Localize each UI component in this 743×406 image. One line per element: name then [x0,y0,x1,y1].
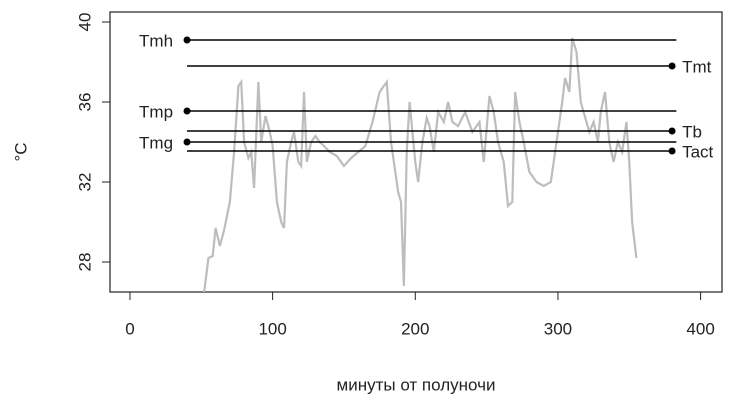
reference-dot [183,36,191,44]
x-tick-label: 400 [686,319,714,338]
x-axis-label: минуты от полуночи [337,375,496,394]
x-tick-label: 100 [258,319,286,338]
reference-label: Tact [682,142,713,161]
x-tick-label: 200 [401,319,429,338]
reference-dot [668,62,676,70]
reference-label: Tmh [139,31,173,50]
reference-dot [668,127,676,135]
reference-label: Tmp [139,102,173,121]
reference-label: Tmg [139,133,173,152]
reference-label: Tb [682,122,702,141]
y-tick-label: 28 [75,253,94,272]
reference-dot [183,138,191,146]
y-tick-label: 32 [75,173,94,192]
reference-dot [668,147,676,155]
y-tick-label: 40 [75,13,94,32]
temperature-line [203,37,638,293]
reference-label: Tmt [682,57,712,76]
plot-box [109,11,723,293]
x-tick-label: 300 [544,319,572,338]
x-tick-label: 0 [125,319,134,338]
reference-dot [183,107,191,115]
y-tick-label: 36 [75,93,94,112]
y-axis-label: °C [11,142,30,161]
